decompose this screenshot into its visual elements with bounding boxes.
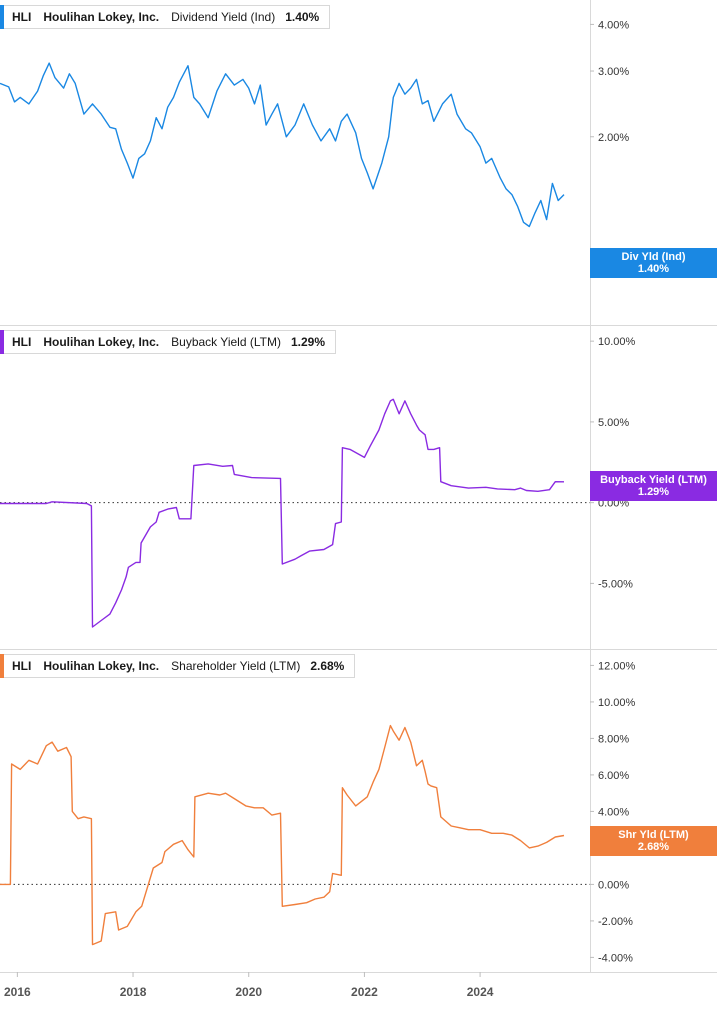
y-tick-label: 3.00% [598,66,629,78]
legend-value: 1.40% [285,10,320,24]
legend-value: 2.68% [310,659,345,673]
y-tick-label: 6.00% [598,770,629,782]
series-swatch [0,654,4,678]
x-tick-label: 2020 [235,985,262,999]
badge-title: Buyback Yield (LTM) [600,474,707,486]
y-tick-label: 4.00% [598,806,629,818]
series-line-shareholder-yield-ltm [0,724,565,946]
legend-shareholder-yield[interactable]: HLI Houlihan Lokey, Inc. Shareholder Yie… [0,654,356,678]
y-tick-label: 0.00% [598,879,629,891]
legend-ticker: HLI [12,659,32,673]
y-tick-label: 10.00% [598,697,636,709]
legend-dividend-yield[interactable]: HLI Houlihan Lokey, Inc. Dividend Yield … [0,5,331,29]
badge-value: 1.40% [637,263,670,275]
legend-buyback-yield[interactable]: HLI Houlihan Lokey, Inc. Buyback Yield (… [0,330,336,354]
badge-title: Shr Yld (LTM) [618,829,689,841]
x-tick-label: 2024 [467,985,494,999]
badge-value: 1.29% [637,486,670,498]
last-value-badge-shareholder: Shr Yld (LTM) 2.68% [590,826,717,856]
y-tick-label: -5.00% [598,578,633,590]
legend-metric: Shareholder Yield (LTM) [171,659,301,673]
legend-company: Houlihan Lokey, Inc. [43,659,160,673]
y-tick-label: 12.00% [598,660,636,672]
y-tick-label: 10.00% [598,336,636,348]
legend-ticker: HLI [12,10,32,24]
y-tick-label: 4.00% [598,19,629,31]
legend-metric: Buyback Yield (LTM) [171,335,281,349]
legend-company: Houlihan Lokey, Inc. [43,10,160,24]
badge-title: Div Yld (Ind) [621,251,686,263]
legend-company: Houlihan Lokey, Inc. [43,335,160,349]
x-tick-label: 2016 [4,985,31,999]
legend-metric: Dividend Yield (Ind) [171,10,276,24]
last-value-badge-dividend: Div Yld (Ind) 1.40% [590,248,717,278]
series-line-dividend-yield-ind [0,62,565,228]
x-tick-label: 2022 [351,985,378,999]
series-swatch [0,5,4,29]
y-tick-label: 2.00% [598,132,629,144]
legend-ticker: HLI [12,335,32,349]
y-tick-label: -2.00% [598,916,633,928]
series-swatch [0,330,4,354]
y-tick-label: 5.00% [598,417,629,429]
legend-value: 1.29% [290,335,325,349]
series-line-buyback-yield-ltm [0,398,565,628]
badge-value: 2.68% [637,841,670,853]
y-tick-label: -4.00% [598,952,633,964]
y-tick-label: 8.00% [598,733,629,745]
last-value-badge-buyback: Buyback Yield (LTM) 1.29% [590,471,717,501]
x-tick-label: 2018 [120,985,147,999]
